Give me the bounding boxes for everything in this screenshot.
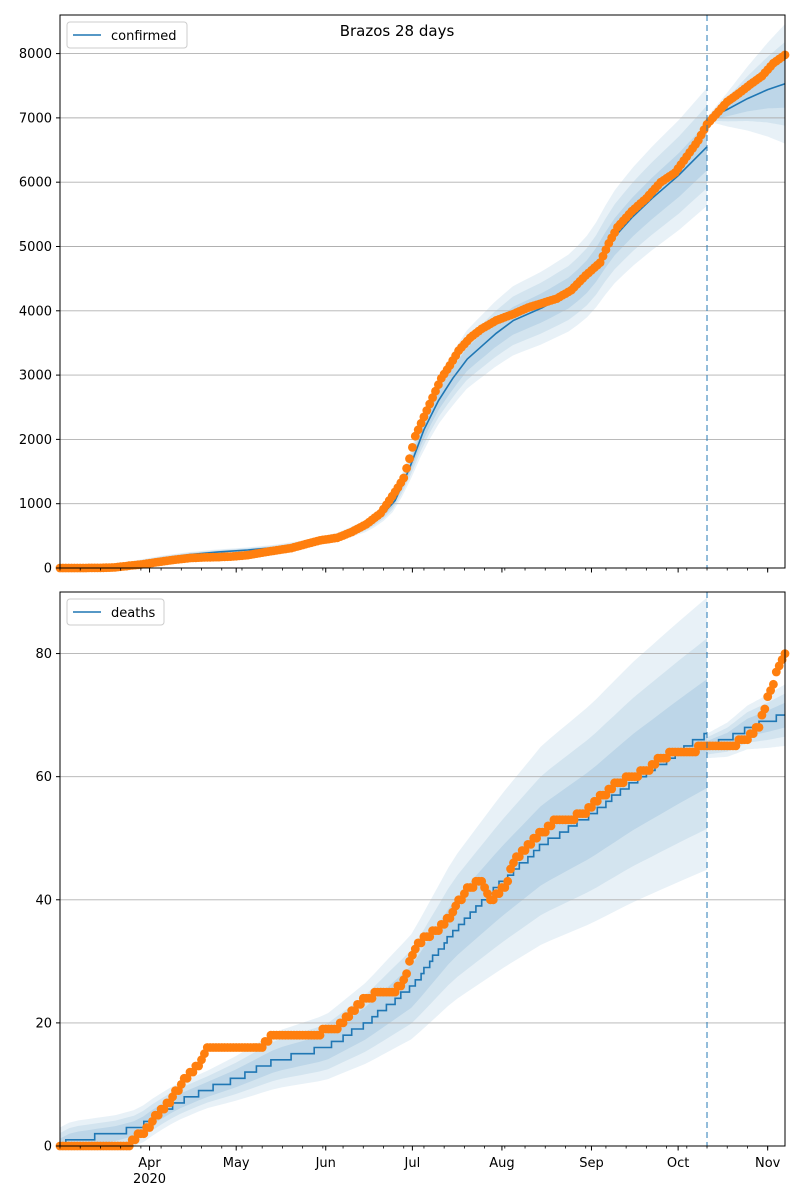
y-tick-label: 0 [44,562,52,577]
y-tick-label: 0 [44,1140,52,1155]
observed-point [769,679,778,689]
observed-point [399,473,409,483]
uncertainty-band-hindcast-0 [60,597,707,1146]
y-tick-label: 2000 [19,433,52,448]
y-axis: 0 1000 2000 3000 4000 5000 6000 7000 8000 [19,47,60,577]
x-tick-label: Oct [667,1156,689,1171]
observed-point [408,443,417,452]
y-axis: 0 20 40 60 80 [35,647,60,1155]
observed-point [402,969,411,978]
y-tick-label: 6000 [19,176,52,191]
chart-title: Brazos 28 days [340,22,455,40]
forecast-median-line [707,714,785,747]
x-axis [59,568,769,573]
confirmed-panel: 0 1000 2000 3000 4000 5000 6000 7000 8000 confir… [19,14,790,577]
x-tick-label: Sep [579,1156,604,1171]
legend-deaths-label: deaths [111,606,156,621]
y-tick-label: 80 [35,647,52,662]
model-median-line [60,732,707,1147]
x-tick-label: 2020 [133,1172,166,1187]
y-tick-label: 8000 [19,47,52,62]
observed-points [55,50,790,573]
observed-point [760,704,770,714]
observed-points [55,649,790,1151]
x-tick-label: Apr [138,1156,161,1171]
legend: deaths [66,598,165,626]
y-tick-label: 60 [35,770,52,785]
uncertainty-band-hindcast-1 [60,638,707,1146]
y-tick-label: 5000 [19,240,52,255]
x-tick-label: May [223,1156,250,1171]
y-tick-label: 4000 [19,304,52,319]
observed-point [402,463,411,473]
x-tick-label: Aug [489,1156,514,1171]
legend-confirmed-label: confirmed [111,29,177,44]
y-tick-label: 3000 [19,369,52,384]
y-tick-label: 20 [35,1016,52,1031]
observed-point [754,723,764,732]
x-tick-label: Nov [755,1156,781,1171]
x-tick-label: Jul [404,1156,421,1171]
y-tick-label: 7000 [19,111,52,126]
x-tick-label: Jun [315,1156,336,1171]
legend: confirmed [66,21,188,49]
observed-point [405,454,414,464]
y-tick-label: 40 [35,893,52,908]
y-tick-label: 1000 [19,497,52,512]
y-gridlines [60,653,785,1024]
median-lines [60,714,785,1147]
observed-point [503,876,513,886]
